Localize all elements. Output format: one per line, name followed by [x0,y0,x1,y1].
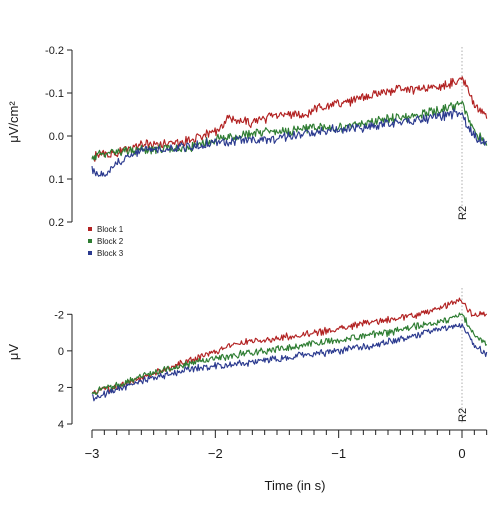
x-tick-label: −3 [85,446,100,461]
trace-top-block-3 [91,108,488,177]
legend-label-1: Block 1 [97,225,124,234]
y-tick-label-top: -0.1 [45,88,64,100]
y-tick-label-bottom: 2 [58,382,64,394]
legend-swatch-3 [88,251,92,255]
y-axis-label-bottom: μV [6,344,21,360]
trace-bottom-block-1 [92,297,488,395]
r2-marker-label-bottom: R2 [457,408,469,422]
legend-swatch-2 [88,239,92,243]
panel-bottom: -2 0 2 4 μV R2 [6,288,488,431]
trace-top-block-2 [91,100,488,161]
x-axis: −3 −2 −1 0 Time (in s) [85,429,488,493]
x-tick-label: −1 [331,446,346,461]
legend: Block 1 Block 2 Block 3 [88,225,124,258]
x-tick-label: −2 [208,446,223,461]
trace-top-block-1 [91,76,488,162]
legend-swatch-1 [88,227,92,231]
y-axis-label-top: μV/cm² [6,101,21,143]
y-tick-label-top: -0.2 [45,45,64,57]
x-tick-label: 0 [458,446,465,461]
x-axis-label: Time (in s) [265,478,326,493]
y-tick-label-top: 0.0 [49,131,64,143]
legend-label-2: Block 2 [97,237,124,246]
r2-marker-label-top: R2 [457,206,469,220]
panel-top: -0.2 -0.1 0.0 0.1 0.2 μV/cm² R2 [6,45,488,229]
y-tick-label-top: 0.1 [49,174,64,186]
y-tick-label-top: 0.2 [49,217,64,229]
trace-bottom-block-2 [91,312,488,395]
trace-bottom-block-3 [91,323,488,402]
y-tick-label-bottom: -2 [54,309,64,321]
legend-label-3: Block 3 [97,249,124,258]
y-tick-label-bottom: 4 [58,419,64,431]
y-tick-label-bottom: 0 [58,346,64,358]
